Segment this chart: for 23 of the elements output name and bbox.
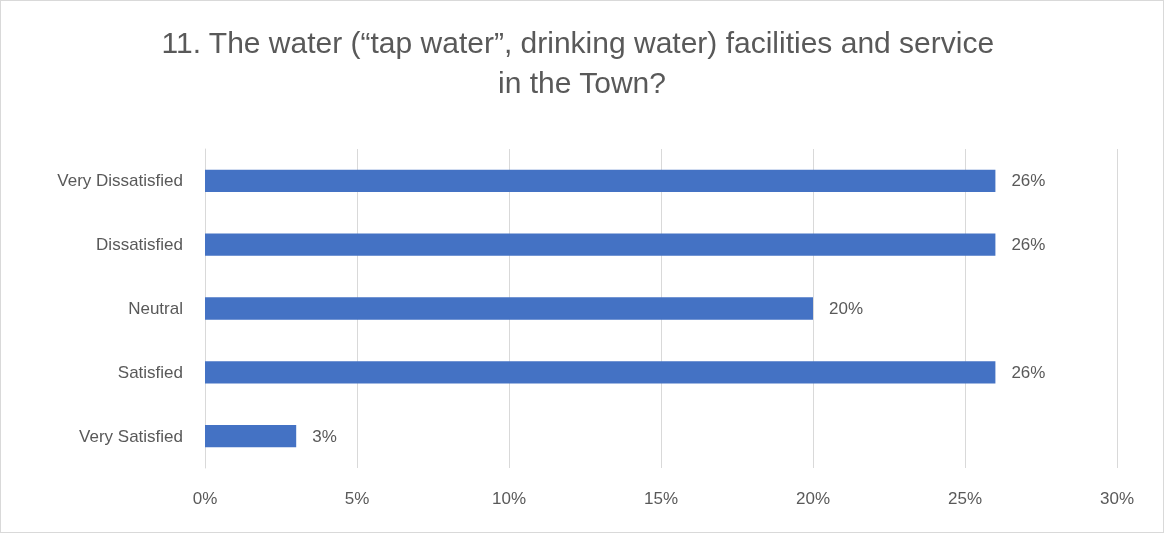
data-label: 20%: [829, 299, 864, 318]
bar: [205, 424, 297, 448]
x-tick-label: 0%: [192, 489, 218, 508]
y-tick-label: Neutral: [128, 299, 183, 318]
x-tick-label: 30%: [1099, 489, 1135, 508]
x-tick-label: 20%: [795, 489, 831, 508]
data-label: 26%: [1011, 171, 1046, 191]
data-label: 3%: [312, 426, 337, 446]
x-tick-label: 10%: [491, 489, 527, 508]
bar: [205, 169, 996, 193]
y-tick-label: Very Satisfied: [79, 426, 183, 446]
x-tick-label: 15%: [643, 489, 679, 508]
x-tick-label: 25%: [947, 489, 983, 508]
y-tick-label: Satisfied: [117, 362, 183, 382]
data-label: 26%: [1011, 362, 1046, 382]
chart-title: 11. The water (“tap water”, drinking water) facilities and service in the Town?: [161, 25, 1003, 99]
y-tick-label: Dissatisfied: [96, 235, 183, 255]
bar: [205, 233, 996, 256]
data-label: 26%: [1011, 235, 1046, 255]
bar: [205, 297, 813, 320]
y-tick-label: Very Dissatisfied: [57, 171, 183, 191]
bar: [205, 361, 996, 384]
x-tick-label: 5%: [344, 489, 370, 508]
